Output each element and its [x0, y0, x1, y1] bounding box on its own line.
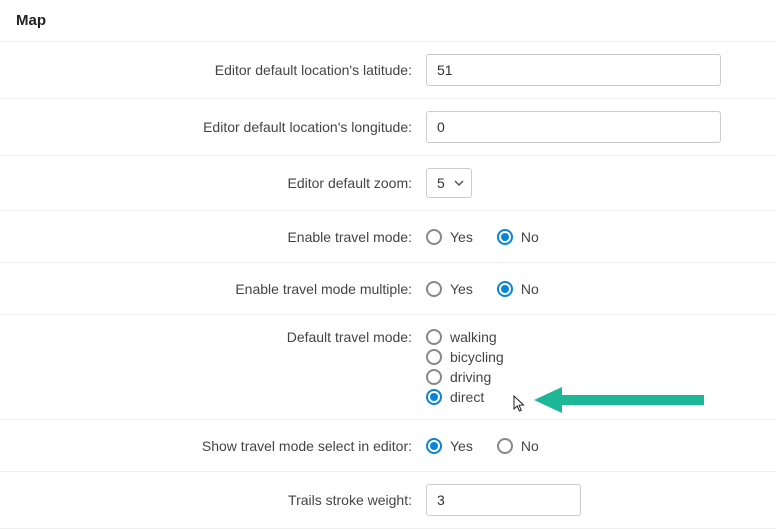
chevron-down-icon	[454, 175, 464, 191]
radio-label: direct	[450, 389, 484, 405]
annotation-arrow-icon	[534, 385, 704, 418]
zoom-select[interactable]: 5	[426, 168, 472, 198]
radio-label: Yes	[450, 438, 473, 454]
radio-icon	[497, 229, 513, 245]
radio-label: Yes	[450, 281, 473, 297]
radio-label: No	[521, 229, 539, 245]
label-longitude: Editor default location's longitude:	[16, 119, 426, 135]
label-show-select: Show travel mode select in editor:	[16, 438, 426, 454]
default-travel-driving-radio[interactable]: driving	[426, 369, 504, 385]
stroke-weight-input[interactable]	[426, 484, 581, 516]
default-travel-walking-radio[interactable]: walking	[426, 329, 504, 345]
enable-travel-multi-yes-radio[interactable]: Yes	[426, 281, 473, 297]
latitude-input[interactable]	[426, 54, 721, 86]
radio-label: No	[521, 281, 539, 297]
radio-icon	[426, 229, 442, 245]
enable-travel-no-radio[interactable]: No	[497, 229, 539, 245]
row-enable-travel: Enable travel mode: Yes No	[0, 211, 776, 263]
label-zoom: Editor default zoom:	[16, 175, 426, 191]
row-longitude: Editor default location's longitude:	[0, 99, 776, 156]
radio-icon	[426, 329, 442, 345]
label-stroke: Trails stroke weight:	[16, 492, 426, 508]
radio-label: bicycling	[450, 349, 504, 365]
row-default-travel: Default travel mode: walking bicycling d…	[0, 315, 776, 420]
radio-label: driving	[450, 369, 491, 385]
radio-icon	[497, 438, 513, 454]
radio-icon	[497, 281, 513, 297]
radio-label: walking	[450, 329, 497, 345]
row-zoom: Editor default zoom: 5	[0, 156, 776, 211]
row-show-select: Show travel mode select in editor: Yes N…	[0, 420, 776, 472]
label-latitude: Editor default location's latitude:	[16, 62, 426, 78]
zoom-select-value: 5	[437, 175, 445, 191]
row-enable-travel-multi: Enable travel mode multiple: Yes No	[0, 263, 776, 315]
enable-travel-multi-no-radio[interactable]: No	[497, 281, 539, 297]
enable-travel-yes-radio[interactable]: Yes	[426, 229, 473, 245]
radio-icon	[426, 389, 442, 405]
default-travel-bicycling-radio[interactable]: bicycling	[426, 349, 504, 365]
radio-icon	[426, 369, 442, 385]
row-latitude: Editor default location's latitude:	[0, 42, 776, 99]
show-select-yes-radio[interactable]: Yes	[426, 438, 473, 454]
longitude-input[interactable]	[426, 111, 721, 143]
radio-label: No	[521, 438, 539, 454]
label-enable-travel-multi: Enable travel mode multiple:	[16, 281, 426, 297]
section-title: Map	[0, 0, 776, 42]
show-select-no-radio[interactable]: No	[497, 438, 539, 454]
radio-icon	[426, 349, 442, 365]
radio-icon	[426, 281, 442, 297]
label-default-travel: Default travel mode:	[16, 329, 426, 345]
radio-label: Yes	[450, 229, 473, 245]
row-stroke: Trails stroke weight:	[0, 472, 776, 529]
radio-icon	[426, 438, 442, 454]
default-travel-direct-radio[interactable]: direct	[426, 389, 504, 405]
cursor-icon	[512, 395, 528, 416]
label-enable-travel: Enable travel mode:	[16, 229, 426, 245]
